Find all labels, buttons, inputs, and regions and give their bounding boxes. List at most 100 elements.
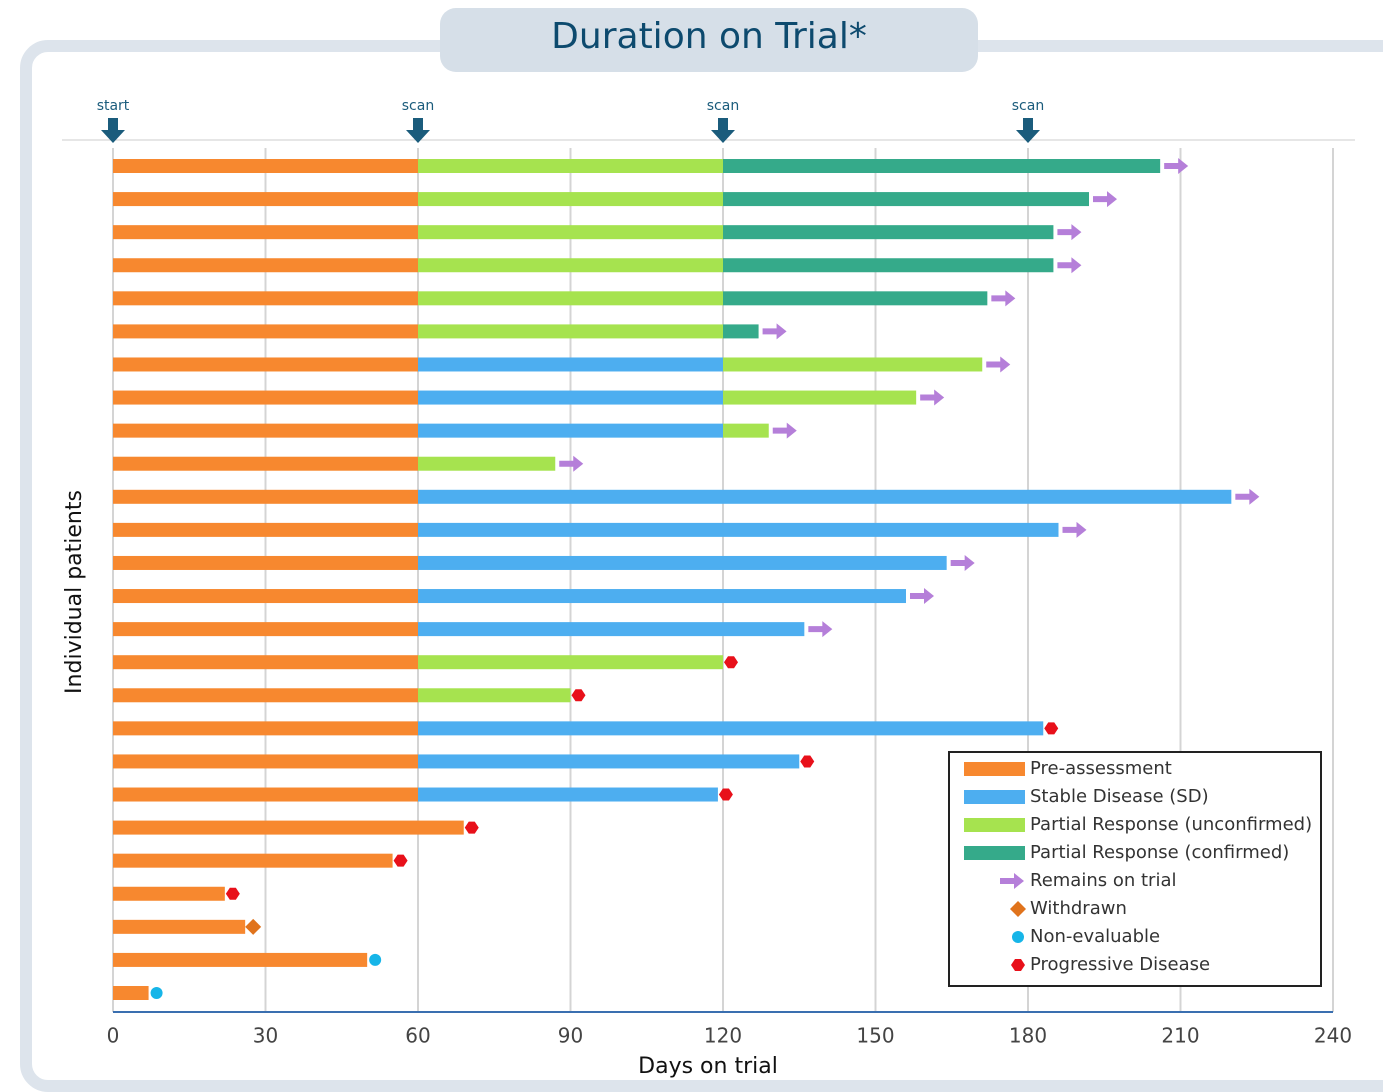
bar-segment — [418, 555, 947, 570]
x-tick-label: 120 — [704, 1024, 742, 1048]
scan-arrow — [406, 118, 430, 143]
legend-symbol — [1011, 959, 1025, 971]
bar-segment — [113, 986, 149, 1000]
bar-segment — [723, 423, 769, 438]
outcome-marker — [1062, 521, 1087, 538]
x-tick-label: 0 — [107, 1024, 120, 1048]
bar-segment — [113, 225, 418, 240]
bar-segment — [113, 423, 418, 438]
bar-segment — [113, 622, 418, 637]
bar-segment — [418, 192, 723, 207]
bar-segment — [723, 192, 1089, 207]
outcome-marker — [1057, 224, 1082, 241]
bar-segment — [418, 787, 718, 802]
outcome-marker — [950, 554, 975, 571]
x-tick-label: 60 — [405, 1024, 430, 1048]
x-tick-label: 150 — [856, 1024, 894, 1048]
scan-arrow — [1016, 118, 1040, 143]
bar-segment — [113, 919, 246, 934]
bar-segment — [723, 357, 983, 372]
bar-segment — [113, 820, 464, 835]
outcome-marker — [571, 689, 586, 702]
x-tick-label: 240 — [1314, 1024, 1352, 1048]
legend-swatch — [964, 818, 1025, 832]
legend-swatch — [964, 846, 1025, 860]
bar-segment — [723, 291, 988, 306]
bar-segment — [723, 324, 759, 339]
bar-segment — [418, 721, 1044, 736]
bar-segment — [113, 853, 393, 868]
legend-label: Partial Response (unconfirmed) — [1030, 814, 1312, 835]
x-tick-label: 90 — [558, 1024, 583, 1048]
outcome-marker — [808, 621, 833, 638]
bar-segment — [723, 159, 1161, 173]
bar-segment — [113, 721, 418, 736]
outcome-marker — [991, 290, 1016, 307]
annotation-label: scan — [1012, 98, 1044, 114]
bar-segment — [113, 324, 418, 339]
outcome-marker — [1057, 257, 1082, 274]
outcome-marker — [1044, 722, 1059, 735]
bar-segment — [113, 886, 225, 901]
annotation-label: scan — [707, 98, 739, 114]
scan-arrow — [101, 118, 125, 143]
bar-segment — [418, 589, 906, 604]
x-tick-label: 30 — [253, 1024, 278, 1048]
bar-segment — [113, 754, 418, 769]
bar-segment — [113, 258, 418, 273]
chart-title: Duration on Trial* — [551, 16, 867, 57]
legend-label: Non-evaluable — [1030, 926, 1160, 947]
outcome-marker — [225, 887, 240, 900]
bar-segment — [113, 291, 418, 306]
legend-symbol — [1000, 873, 1024, 889]
bar-segment — [418, 688, 571, 703]
bar-segment — [418, 324, 723, 339]
outcome-marker — [150, 987, 163, 999]
bar-segment — [113, 589, 418, 604]
bar-segment — [113, 787, 418, 802]
outcome-marker — [800, 755, 815, 768]
legend-swatch — [964, 790, 1025, 804]
bar-segment — [418, 489, 1232, 504]
bar-segment — [418, 357, 723, 372]
bar-segment — [113, 390, 418, 405]
scan-arrow — [711, 118, 735, 143]
bar-segment — [113, 456, 418, 471]
outcome-marker — [559, 455, 584, 472]
outcome-marker — [920, 389, 945, 406]
bar-segment — [113, 357, 418, 372]
legend-label: Partial Response (confirmed) — [1030, 842, 1289, 863]
bar-segment — [113, 655, 418, 670]
bar-segment — [723, 225, 1054, 240]
bar-segment — [418, 423, 723, 438]
outcome-marker — [772, 422, 797, 439]
bar-segment — [418, 655, 723, 670]
bar-segment — [113, 159, 418, 173]
outcome-marker — [1093, 191, 1117, 208]
bar-segment — [113, 522, 418, 537]
outcome-marker — [369, 953, 382, 966]
outcome-marker — [1164, 158, 1189, 174]
legend-label: Withdrawn — [1030, 898, 1127, 919]
outcome-marker — [718, 788, 733, 801]
bar-segment — [113, 952, 368, 967]
x-tick-label: 210 — [1161, 1024, 1199, 1048]
bar-segment — [418, 456, 556, 471]
bar-segment — [418, 258, 723, 273]
bar-segment — [113, 192, 418, 207]
bar-segment — [418, 390, 723, 405]
bar-segment — [418, 291, 723, 306]
legend-label: Stable Disease (SD) — [1030, 786, 1209, 807]
outcome-marker — [762, 323, 787, 340]
bar-segment — [113, 688, 418, 703]
bar-segment — [418, 522, 1059, 537]
bar-segment — [723, 390, 917, 405]
outcome-marker — [986, 356, 1011, 373]
x-tick-label: 180 — [1009, 1024, 1047, 1048]
bar-segment — [418, 622, 805, 637]
legend-label: Progressive Disease — [1030, 954, 1210, 975]
legend-swatch — [964, 762, 1025, 776]
outcome-marker — [464, 821, 479, 834]
bar-segment — [418, 225, 723, 240]
